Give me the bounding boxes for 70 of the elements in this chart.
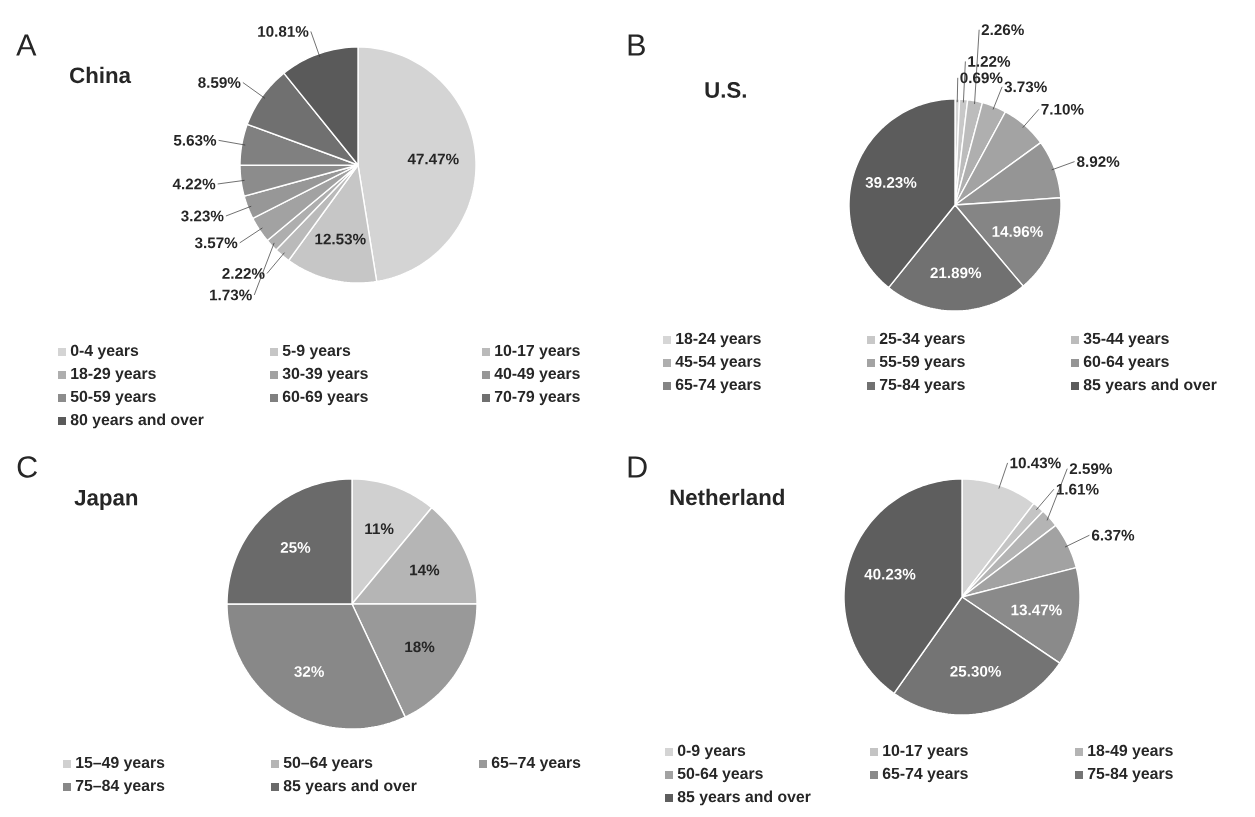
legend-label: 0-4 years: [70, 344, 139, 360]
legend-label: 15–49 years: [76, 756, 165, 772]
data-label: 2.22%: [222, 268, 265, 279]
data-label: 13.47%: [1011, 604, 1062, 616]
legend-label: 50-64 years: [677, 767, 763, 783]
legend-label: 25-34 years: [879, 332, 965, 348]
legend-label: 10-17 years: [883, 744, 968, 760]
legend-label: 65–74 years: [491, 756, 581, 772]
legend-label: 18-24 years: [676, 332, 761, 348]
legend-label: 75-84 years: [1087, 767, 1173, 783]
data-label: 1.73%: [210, 289, 252, 301]
data-label: 10.81%: [258, 26, 309, 37]
legend-label: 60-69 years: [282, 390, 368, 406]
legend-label: 85 years and over: [283, 779, 417, 795]
text: D: [628, 456, 647, 478]
data-label: 0.69%: [960, 72, 1003, 84]
data-label: 1.22%: [968, 56, 1011, 67]
data-label: 10.43%: [1010, 457, 1061, 469]
data-label: 32%: [294, 666, 324, 677]
legend-label: 55-59 years: [879, 355, 965, 371]
data-label: 3.57%: [194, 237, 238, 249]
data-label: 8.59%: [198, 77, 241, 88]
legend-label: 85 years and over: [1083, 378, 1217, 394]
data-label: 47.47%: [407, 153, 459, 165]
legend-label: 40-49 years: [494, 367, 580, 383]
data-label: 11%: [365, 523, 394, 535]
data-label: 3.73%: [1004, 81, 1047, 93]
legend-label: 18-29 years: [71, 367, 156, 383]
text: China: [70, 66, 132, 84]
data-label: 3.23%: [181, 210, 224, 222]
legend-label: 5-9 years: [282, 344, 351, 360]
data-label: 14%: [410, 564, 440, 576]
data-label: 18%: [405, 641, 435, 653]
legend-label: 60-64 years: [1083, 355, 1169, 371]
legend-label: 85 years and over: [677, 790, 811, 806]
legend-label: 75–84 years: [75, 779, 165, 795]
legend-label: 65-74 years: [675, 378, 761, 394]
legend-label: 50–64 years: [283, 756, 373, 772]
legend-label: 0-9 years: [677, 744, 746, 760]
legend-label: 75-84 years: [879, 378, 965, 394]
data-label: 5.63%: [173, 134, 217, 146]
data-label: 4.22%: [172, 178, 216, 190]
data-label: 40.23%: [864, 568, 916, 580]
data-label: 7.10%: [1041, 103, 1084, 115]
data-label: 12.53%: [315, 233, 366, 245]
data-label: 25.30%: [950, 665, 1002, 677]
chart-title: Japan: [74, 490, 138, 510]
text: A: [16, 34, 37, 56]
legend-label: 45-54 years: [675, 355, 761, 371]
data-label: 39.23%: [865, 177, 917, 188]
legend-label: 65-74 years: [882, 767, 968, 783]
data-label: 2.26%: [981, 24, 1024, 36]
text: C: [17, 456, 37, 478]
legend-label: 80 years and over: [70, 413, 204, 429]
legend-label: 35-44 years: [1083, 332, 1169, 348]
legend-label: 10-17 years: [495, 344, 580, 360]
data-label: 6.37%: [1091, 529, 1135, 541]
data-label: 8.92%: [1077, 156, 1120, 167]
data-label: 14.96%: [992, 226, 1043, 237]
data-label: 1.61%: [1056, 483, 1099, 495]
text: U.S.: [705, 82, 746, 98]
legend-label: 70-79 years: [494, 390, 580, 406]
legend-label: 50-59 years: [70, 390, 156, 406]
data-label: 2.59%: [1069, 463, 1113, 475]
data-label: 21.89%: [930, 267, 982, 279]
text: B: [628, 34, 645, 56]
data-label: 25%: [280, 542, 311, 553]
text: Netherland: [670, 488, 784, 506]
legend-label: 18-49 years: [1088, 744, 1173, 760]
legend-label: 30-39 years: [282, 367, 368, 383]
